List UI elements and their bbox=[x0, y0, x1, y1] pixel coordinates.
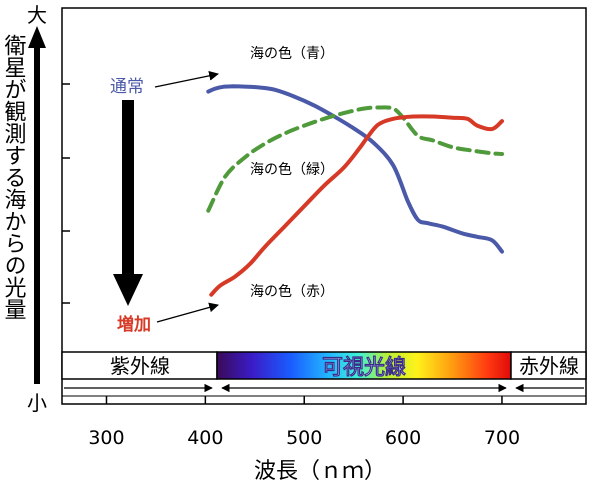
annotation-increase-arrow bbox=[156, 302, 219, 323]
x-axis-tick-labels: 300 400 500 600 700 bbox=[88, 427, 520, 449]
series-line-green bbox=[206, 105, 504, 213]
x-tick-label: 300 bbox=[88, 427, 124, 449]
spectrum-bar: 紫外線 可視光線 赤外線 bbox=[61, 351, 587, 397]
plot-frame bbox=[61, 7, 587, 405]
series-label-green: 海の色（緑） bbox=[250, 161, 334, 178]
y-low-label: 小 bbox=[27, 391, 47, 415]
annotation-increase: 増加 bbox=[117, 314, 151, 335]
y-axis-ticks bbox=[62, 83, 70, 304]
spectrum-visible-band bbox=[216, 351, 512, 380]
x-tick-label: 500 bbox=[286, 427, 322, 449]
series-label-blue: 海の色（青） bbox=[250, 45, 334, 62]
y-axis-arrowhead bbox=[28, 26, 46, 48]
y-high-label: 大 bbox=[27, 3, 47, 27]
series-line-red bbox=[209, 114, 504, 297]
x-tick-label: 400 bbox=[187, 427, 223, 449]
series-group bbox=[206, 84, 504, 297]
annotation-normal: 通常 bbox=[110, 77, 144, 97]
x-tick-label: 600 bbox=[385, 427, 421, 449]
y-axis-title: 衛星が観測する海からの光量 bbox=[1, 34, 27, 320]
annotation-normal-arrow bbox=[154, 70, 219, 88]
x-tick-label: 700 bbox=[484, 427, 520, 449]
decrease-arrowhead bbox=[113, 274, 143, 306]
spectrum-uv-box bbox=[61, 351, 218, 380]
series-label-red: 海の色（赤） bbox=[250, 283, 334, 300]
spectrum-ir-label: 赤外線 bbox=[519, 354, 579, 378]
spectrum-visible-label: 可視光線 bbox=[322, 355, 406, 379]
spectrum-uv-label: 紫外線 bbox=[110, 354, 170, 378]
series-line-blue bbox=[206, 84, 504, 254]
x-axis-ticks bbox=[105, 396, 503, 404]
x-axis-title: 波長（ｎｍ） bbox=[254, 459, 386, 484]
